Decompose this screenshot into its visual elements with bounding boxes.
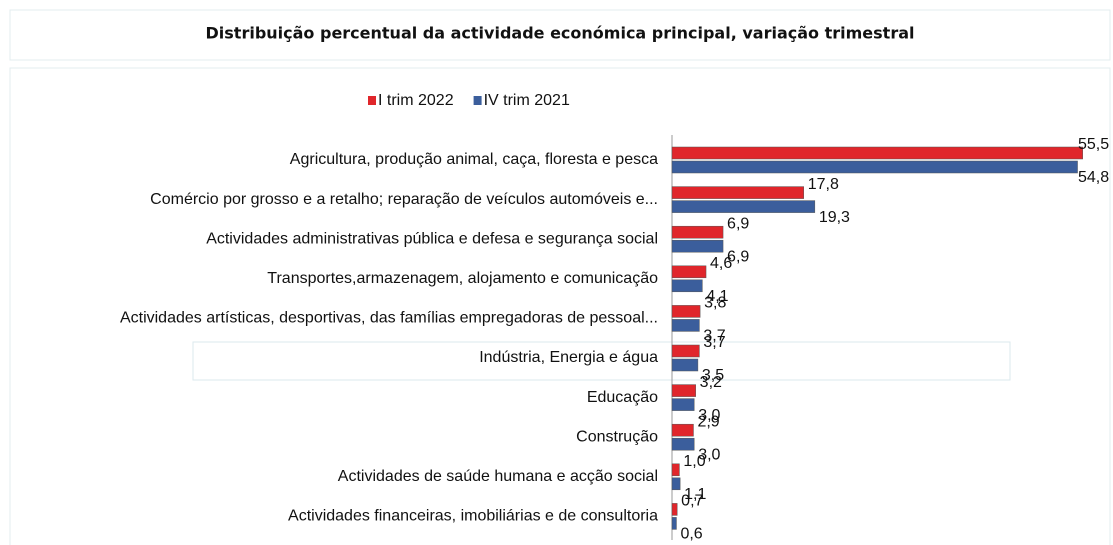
- category-label: Transportes,armazenagem, alojamento e co…: [267, 270, 658, 287]
- legend-swatch: [473, 96, 482, 105]
- value-label: 3,5: [702, 367, 724, 384]
- bar: [671, 358, 699, 372]
- value-label: 17,8: [808, 176, 839, 193]
- legend-label: IV trim 2021: [484, 92, 570, 109]
- bar: [671, 265, 707, 279]
- bar: [671, 344, 700, 358]
- category-label: Actividades artísticas, desportivas, das…: [120, 310, 658, 327]
- bar: [671, 225, 724, 239]
- value-label: 6,9: [727, 215, 749, 232]
- category-label: Indústria, Energia e água: [479, 349, 658, 366]
- bar: [671, 423, 694, 437]
- value-label: 3,7: [703, 328, 725, 345]
- value-label: 19,3: [819, 209, 850, 226]
- value-label: 1,0: [683, 453, 705, 470]
- category-label: Actividades de saúde humana e acção soci…: [338, 468, 658, 485]
- value-label: 3,0: [698, 446, 720, 463]
- value-label: 4,6: [710, 255, 732, 272]
- legend: I trim 2022 IV trim 2021: [368, 92, 570, 109]
- bar: [671, 186, 804, 199]
- bar: [671, 305, 701, 318]
- category-label: Comércio por grosso e a retalho; reparaç…: [150, 191, 658, 208]
- bar: [671, 146, 1083, 160]
- bar: [671, 160, 1078, 174]
- legend-swatch: [368, 96, 376, 105]
- bar: [671, 398, 695, 411]
- value-label: 3,0: [698, 407, 720, 424]
- bar: [671, 477, 681, 491]
- category-label: Educação: [587, 389, 658, 406]
- bar: [671, 239, 724, 253]
- bar: [671, 319, 700, 332]
- chart-title: Distribuição percentual da actividade ec…: [206, 24, 915, 43]
- title-box: [9, 9, 1111, 61]
- value-label: 54,8: [1078, 169, 1109, 186]
- value-label: 3,2: [700, 374, 722, 391]
- value-label: 2,9: [697, 413, 719, 430]
- bar: [671, 517, 677, 530]
- value-label: 3,8: [704, 295, 726, 312]
- bar: [671, 503, 678, 516]
- value-label: 0,7: [681, 493, 703, 510]
- value-label: 1,1: [684, 486, 706, 503]
- category-label: Agricultura, produção animal, caça, flor…: [290, 151, 658, 168]
- bar: [671, 200, 816, 213]
- category-label: Actividades financeiras, imobiliárias e …: [288, 508, 658, 525]
- bar: [671, 384, 696, 397]
- bar: [671, 279, 703, 293]
- value-label: 0,6: [680, 526, 702, 543]
- bar: [671, 437, 695, 451]
- value-label: 4,1: [706, 288, 728, 305]
- value-label: 3,7: [703, 334, 725, 351]
- bar: [671, 463, 680, 477]
- highlight-box: [192, 341, 1011, 381]
- category-label: Actividades administrativas pública e de…: [206, 230, 658, 247]
- value-label: 55,5: [1078, 136, 1109, 153]
- value-label: 6,9: [727, 248, 749, 265]
- category-label: Construção: [576, 428, 658, 445]
- legend-label: I trim 2022: [378, 92, 454, 109]
- plot: Agricultura, produção animal, caça, flor…: [120, 135, 1109, 543]
